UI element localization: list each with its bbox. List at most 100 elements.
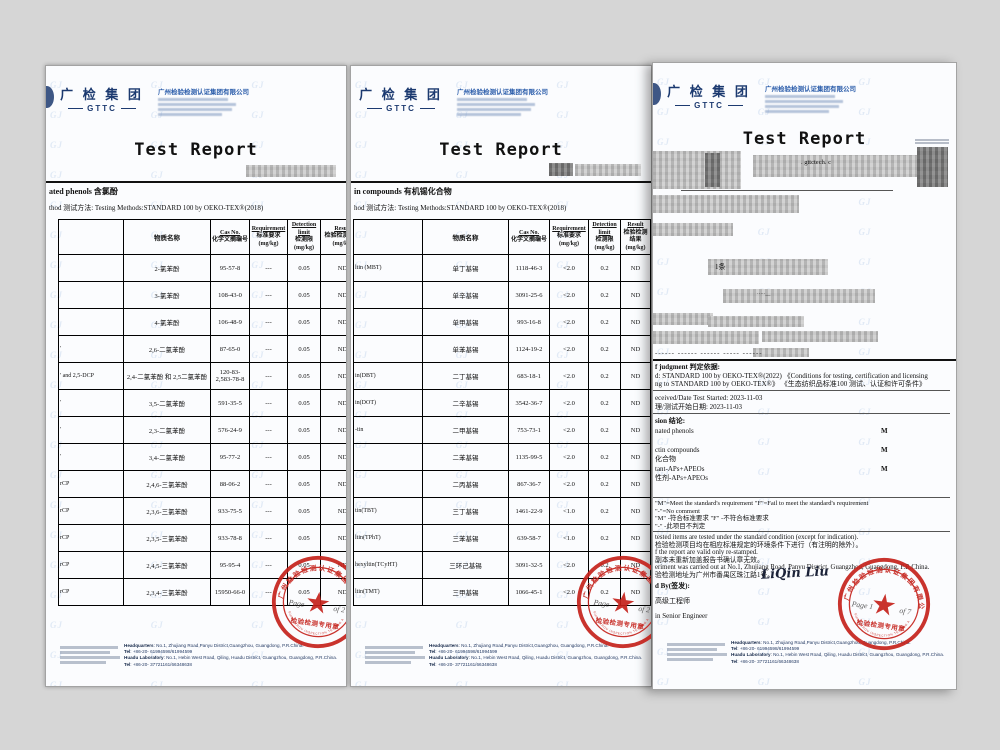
- res-label-cn: 检验检测结果: [324, 233, 346, 240]
- redacted-block: [653, 195, 799, 213]
- table-row: ltin(TMT) 三甲基锡 1066-45-1 <2.0 0.2 ND: [353, 578, 651, 606]
- redacted-block: [708, 316, 804, 327]
- table-cell: 二甲基锡: [422, 416, 509, 444]
- table-cell: 0.05: [287, 470, 321, 498]
- gttc-logo-en: GTTC: [663, 101, 755, 110]
- table-row: rCP 2,3,6-三氯苯酚 933-75-5 --- 0.05 ND: [58, 497, 346, 525]
- date-received-en: eceived/Date Test Started: 2023-11-03: [655, 394, 763, 402]
- test-method-line: thod 测试方法: Testing Methods:STANDARD 100 …: [49, 204, 264, 212]
- website-fragment: . gttctech. c: [801, 159, 831, 166]
- footer-hq-label: Headquarters: [429, 643, 459, 648]
- table-cell: [58, 281, 124, 309]
- conclusion-item-label: ctin compounds: [655, 445, 700, 454]
- text-line: "-" -此项目不判定: [655, 522, 706, 530]
- table-cell: 2-氯苯酚: [123, 254, 211, 282]
- table-cell: 867-36-7: [508, 470, 550, 498]
- table-cell: ND: [620, 470, 651, 498]
- thin-rule: [653, 390, 950, 391]
- table-cell: ND: [620, 524, 651, 552]
- table-header-row: 物质名称 Cas No. 化学文摘编号 Requirement 标准要求 (mg…: [58, 219, 346, 255]
- header-divider: [46, 181, 346, 183]
- footer-blur-line: [667, 658, 713, 661]
- section-divider: [653, 359, 956, 361]
- report-page-phenols: GJ GJ GJ GJ GJ GJ GJ GJ GJ GJ GJ GJ GJ G…: [45, 65, 347, 687]
- table-cell: 0.05: [287, 443, 321, 471]
- table-row: -tin 二甲基锡 753-73-1 <2.0 0.2 ND: [353, 416, 651, 444]
- redacted-block: [653, 331, 759, 344]
- table-cell: ND: [320, 308, 346, 336]
- table-row: rCP 2,3,4-三氯苯酚 15950-66-0 --- 0.05 ND: [58, 578, 346, 606]
- text-line: 验检测地址为广州市番禺区珠江路1号。: [655, 571, 774, 579]
- table-cell: 单甲基锡: [422, 308, 509, 336]
- table-row: ' 2,3-二氯苯酚 576-24-9 --- 0.05 ND: [58, 416, 346, 444]
- footer-lab: Huadu Laboratory: No.1, Hebin West Road,…: [429, 655, 645, 661]
- res-label: Result: [627, 222, 644, 228]
- thin-rule: [653, 497, 950, 498]
- text-line: eriment was carried out at No.1, Zhujian…: [655, 564, 930, 572]
- company-subline-blurred: [158, 113, 222, 116]
- table-cell: [353, 470, 423, 498]
- table-cell: [353, 281, 423, 309]
- table-cell: ND: [320, 362, 346, 390]
- table-cell: 0.05: [287, 335, 321, 363]
- gttc-logo-cn: 广 检 集 团: [667, 84, 751, 99]
- table-cell: ND: [620, 389, 651, 417]
- table-cell: ND: [320, 281, 346, 309]
- table-cell: ---: [249, 524, 288, 552]
- unit-label: (mg/kg): [258, 240, 279, 247]
- footer-hq-text: : No.1, Zhujiang Road,Panyu District,Gua…: [760, 640, 911, 645]
- table-cell: 95-77-2: [210, 443, 250, 471]
- text-line: ng to STANDARD 100 by OEKO-TEX®》 《生态纺织品标…: [655, 380, 926, 388]
- corner-blur-line: [915, 138, 949, 141]
- table-cell: 933-78-8: [210, 524, 250, 552]
- table-cell: ---: [249, 497, 288, 525]
- results-table-body: 2-氯苯酚 95-57-8 --- 0.05 ND 3-氯苯酚 108-43-0 --- 0.0…: [58, 254, 346, 606]
- table-cell: 120-83-2,583-78-8: [210, 362, 250, 390]
- judgment-basis-lines: d: STANDARD 100 by OEKO-TEX®(2022) 《Cond…: [655, 372, 948, 388]
- table-cell: ND: [620, 416, 651, 444]
- conclusion-item-mark: M: [881, 445, 888, 454]
- report-title: Test Report: [134, 140, 258, 160]
- table-cell: 三苯基锡: [422, 524, 509, 552]
- table-cell: ---: [249, 281, 288, 309]
- logo-dash: [68, 108, 84, 109]
- table-cell: 0.2: [588, 281, 621, 309]
- det-label-cn: 检测限: [595, 237, 614, 243]
- company-subline-blurred: [457, 113, 521, 116]
- table-cell: <2.0: [549, 443, 589, 471]
- table-cell: ND: [320, 524, 346, 552]
- table-cell: -tin: [353, 416, 423, 444]
- table-cell: 753-73-1: [508, 416, 550, 444]
- text-line: "M"=Meet the standard's requirement "F"=…: [655, 500, 869, 507]
- table-cell: 0.2: [588, 443, 621, 471]
- report-page-summary: GJ GJ GJ GJ GJ GJ GJ GJ GJ GJ GJ GJ GJ G…: [652, 62, 957, 690]
- table-cell: 639-58-7: [508, 524, 550, 552]
- redacted-report-number: [549, 163, 573, 176]
- page-number-right: of 7: [899, 606, 913, 617]
- table-row: 二苯基锡 1135-99-5 <2.0 0.2 ND: [353, 443, 651, 471]
- req-label-cn: 标准要求: [256, 233, 281, 240]
- footer-tel2: Tel: +86-20- 37721161/66348638: [429, 662, 645, 668]
- table-cell: 0.2: [588, 308, 621, 336]
- issued-by-label: d By(签发):: [655, 582, 690, 590]
- footer-hq-label: Headquarters: [731, 640, 761, 645]
- gttc-logo-cn: 广 检 集 团: [359, 87, 443, 102]
- table-row: ltin (MBT) 单丁基锡 1118-46-3 <2.0 0.2 ND: [353, 254, 651, 282]
- col-detection-limit: Detection limit 检测限 (mg/kg): [287, 219, 321, 255]
- date-received-cn: 理/测试开始日期: 2023-11-03: [655, 403, 743, 411]
- table-cell: 3091-25-6: [508, 281, 550, 309]
- table-cell: ND: [320, 389, 346, 417]
- company-subline-blurred: [765, 95, 835, 98]
- corner-blur-line: [915, 142, 949, 145]
- table-cell: ND: [620, 254, 651, 282]
- company-subline-blurred: [765, 105, 839, 108]
- conclusion-item-label: tant-APs+APEOs: [655, 464, 705, 473]
- table-cell: 二丁基锡: [422, 362, 509, 390]
- conclusion-item-label: nated phenols: [655, 427, 694, 435]
- table-cell: 95-57-8: [210, 254, 250, 282]
- table-cell: 三甲基锡: [422, 578, 509, 606]
- footer-hq-label: Headquarters: [124, 643, 154, 648]
- det-label: Detection: [592, 222, 617, 228]
- footer-blur-line: [667, 643, 725, 646]
